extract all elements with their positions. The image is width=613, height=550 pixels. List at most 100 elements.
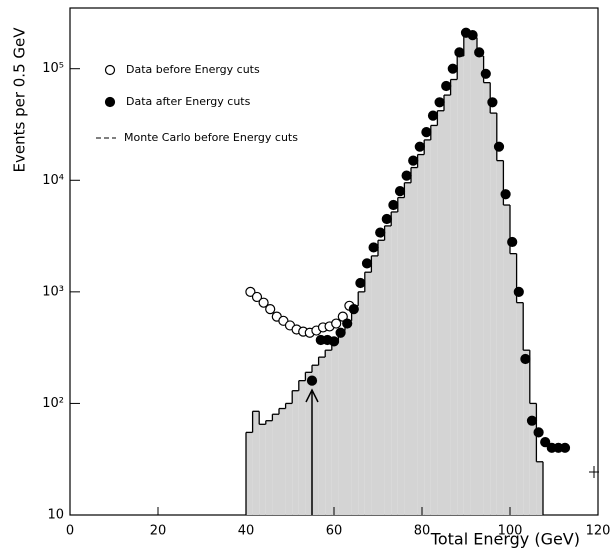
data-point — [408, 155, 419, 166]
data-point — [447, 63, 458, 74]
histogram-bar — [325, 350, 332, 515]
data-point — [251, 291, 263, 303]
x-tick-label: 60 — [326, 524, 343, 539]
data-point — [258, 297, 269, 308]
data-point — [381, 213, 392, 225]
data-point — [394, 185, 406, 197]
data-point — [328, 336, 340, 347]
cross — [589, 466, 599, 478]
y-tick-label: 10⁴ — [42, 173, 64, 188]
histogram-bar — [404, 182, 411, 515]
x-tick-label: 40 — [238, 524, 255, 539]
y-tick-label: 10² — [42, 396, 64, 411]
histogram-bar — [345, 320, 352, 515]
data-point — [520, 353, 531, 365]
histogram-bar — [338, 330, 345, 515]
data-point — [401, 170, 412, 181]
histogram-bar — [272, 414, 279, 515]
data-point — [368, 242, 379, 253]
data-point — [421, 127, 432, 138]
histogram-bar — [437, 110, 444, 515]
histogram-bar — [483, 82, 491, 515]
legend-label: Data after Energy cuts — [126, 95, 251, 108]
data-point — [467, 30, 478, 41]
data-point — [474, 47, 485, 58]
histogram-bar — [397, 197, 405, 515]
data-point — [361, 258, 373, 269]
histogram-bar — [450, 79, 458, 515]
legend-label: Data before Energy cuts — [126, 63, 260, 76]
histogram-bar — [470, 37, 477, 515]
data-point — [487, 97, 498, 108]
histogram-bar — [490, 113, 497, 515]
histogram-bar — [358, 291, 365, 515]
histogram-bar — [529, 403, 537, 515]
histogram-bar — [246, 432, 253, 515]
histogram-bar — [259, 424, 266, 515]
data-point — [526, 415, 538, 426]
y-axis-label: Events per 0.5 GeV — [11, 27, 29, 173]
data-point — [441, 80, 452, 92]
data-point — [331, 318, 342, 329]
data-point — [306, 375, 318, 386]
x-tick-label: 120 — [586, 524, 611, 539]
legend-marker — [104, 96, 116, 108]
histogram-bar — [463, 35, 471, 516]
histogram-bar — [298, 380, 306, 515]
histogram-bar — [305, 372, 312, 515]
histogram-bar — [252, 411, 260, 515]
legend-marker — [104, 64, 116, 76]
y-tick-label: 10³ — [42, 284, 64, 299]
histogram-bar — [265, 420, 273, 515]
data-point — [342, 318, 353, 329]
histogram-bar — [364, 272, 372, 515]
histogram-bar — [378, 240, 385, 516]
histogram-bar — [536, 461, 543, 515]
data-point — [507, 236, 518, 248]
histogram-bar — [503, 205, 510, 515]
data-point — [480, 68, 491, 79]
data-point — [454, 47, 465, 58]
x-tick-label: 0 — [66, 524, 74, 539]
histogram-bar — [391, 211, 398, 516]
data-point — [533, 427, 544, 438]
histogram-bar — [523, 350, 530, 515]
histogram-bar — [457, 55, 464, 515]
data-point — [513, 286, 524, 297]
data-point — [414, 141, 425, 152]
y-tick-label: 10⁵ — [42, 61, 64, 76]
histogram-bar — [510, 253, 517, 515]
data-point — [265, 304, 276, 315]
data-point — [348, 304, 359, 315]
data-point — [355, 277, 366, 289]
x-tick-label: 20 — [150, 524, 167, 539]
histogram-bar — [371, 255, 378, 515]
histogram-bar — [318, 357, 326, 515]
arrow-head — [305, 388, 319, 403]
data-point — [434, 97, 445, 108]
histogram-bar — [496, 160, 504, 516]
histogram-bar — [516, 302, 524, 515]
data-point — [540, 437, 551, 448]
data-point — [245, 286, 256, 297]
data-point — [500, 189, 511, 200]
legend-label: Monte Carlo before Energy cuts — [124, 131, 298, 144]
data-point — [388, 199, 399, 211]
histogram-bar — [444, 95, 451, 516]
histogram-bar — [411, 167, 418, 516]
histogram-bar — [312, 365, 319, 515]
data-point — [559, 442, 571, 453]
data-point — [493, 141, 505, 152]
data-point — [335, 327, 346, 338]
histogram-bar — [477, 55, 484, 515]
histogram-bar — [430, 125, 438, 515]
data-point — [427, 110, 439, 121]
x-tick-label: 80 — [414, 524, 431, 539]
histogram-bar — [351, 305, 359, 515]
histogram-bar — [417, 154, 425, 515]
y-tick-label: 10 — [47, 508, 64, 523]
histogram-bar — [279, 408, 286, 515]
data-point — [375, 227, 386, 238]
